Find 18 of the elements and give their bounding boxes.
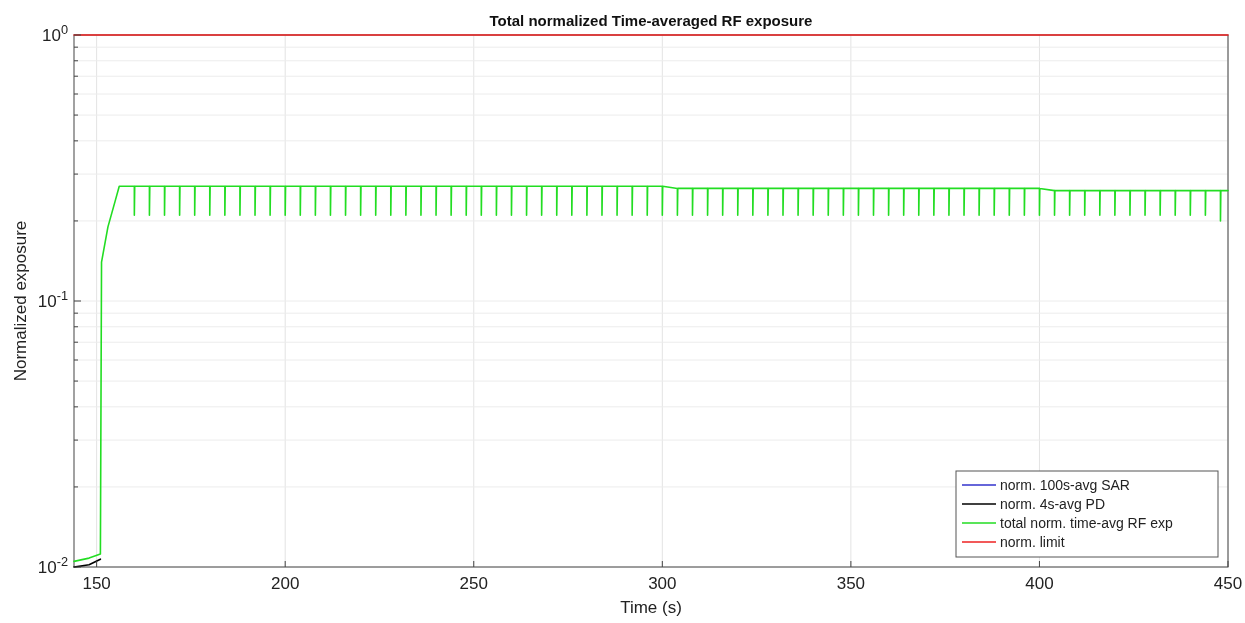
- x-tick-label: 400: [1025, 574, 1054, 593]
- x-tick-label: 150: [82, 574, 111, 593]
- x-tick-label: 350: [836, 574, 866, 593]
- legend-label: total norm. time-avg RF exp: [1000, 515, 1173, 531]
- y-axis-title: Normalized exposure: [11, 220, 30, 382]
- legend-label: norm. limit: [1000, 534, 1065, 550]
- y-tick-label: 10$^{-1}$: [37, 287, 68, 311]
- y-tick-label: 10$^{0}$: [41, 21, 68, 45]
- line-series: [73, 185, 1229, 563]
- y-tick-label: 10$^{-2}$: [37, 553, 68, 577]
- x-tick-label: 300: [648, 574, 677, 593]
- legend-label: norm. 4s-avg PD: [1000, 496, 1106, 512]
- x-tick-label: 250: [459, 574, 488, 593]
- x-axis-title: Time (s): [620, 598, 682, 617]
- legend-label: norm. 100s-avg SAR: [1000, 477, 1130, 493]
- x-tick-label: 200: [271, 574, 300, 593]
- chart-title: Total normalized Time-averaged RF exposure: [489, 12, 813, 29]
- x-tick-label: 450: [1213, 574, 1243, 593]
